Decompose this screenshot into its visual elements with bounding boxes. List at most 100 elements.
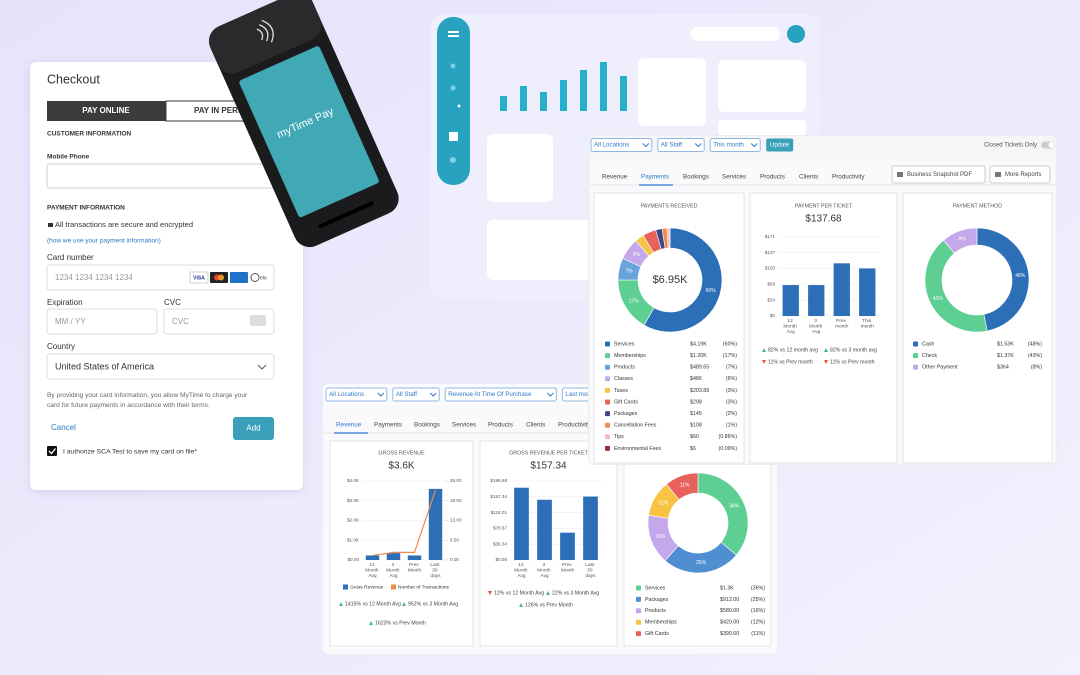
y-tick-label: $0.00 [496, 557, 508, 562]
y2-tick-label: 0.00 [450, 557, 459, 562]
button-label: Business Snapshot PDF [907, 172, 972, 178]
report-tab[interactable]: Revenue [602, 174, 628, 181]
x-tick-label: 3 Month Avg [809, 318, 824, 335]
checkbox[interactable] [47, 446, 57, 456]
slice-label: 36% [729, 503, 740, 509]
cancel-button[interactable]: Cancel [51, 423, 76, 432]
filter-select[interactable] [590, 138, 653, 152]
panel [623, 440, 772, 647]
report-tab[interactable]: Services [722, 174, 746, 181]
legend-percent: (48%) [1028, 341, 1042, 347]
report-tab[interactable]: Productivity [832, 174, 865, 181]
report-tab[interactable]: Clients [799, 174, 818, 181]
report-tab[interactable]: Clients [526, 422, 545, 429]
brand-label: elo [260, 275, 267, 281]
legend-value: $108 [690, 423, 702, 429]
legend-percent: (2%) [726, 411, 737, 417]
donut-slice [666, 472, 699, 501]
y-tick-label: $0.00 [348, 557, 360, 562]
legend-swatch [636, 619, 641, 625]
trend-up-icon [339, 602, 343, 606]
report-button[interactable] [989, 165, 1051, 184]
tab-label: PAY ONLINE [82, 106, 130, 115]
country-select[interactable] [46, 353, 275, 380]
legend-value: $486 [690, 376, 702, 382]
legend-label: Cancellation Fees [614, 423, 657, 429]
card-input[interactable] [46, 264, 275, 291]
legend-label: Gift Cards [645, 631, 669, 637]
comparison-note: 22% vs 3 Month Avg [552, 590, 599, 596]
legend-percent: (36%) [751, 585, 765, 591]
report-tab[interactable]: Services [452, 422, 476, 429]
filter-select[interactable] [325, 387, 388, 402]
legend-swatch [605, 376, 610, 382]
legend-label: Products [645, 608, 666, 614]
legend-label: Memberships [614, 353, 646, 359]
filter-select[interactable] [444, 387, 557, 402]
legend-value: $298 [690, 399, 702, 405]
tab-label: PAY IN PERSON [194, 106, 255, 115]
filter-select[interactable] [392, 387, 440, 402]
legend-label: Memberships [645, 620, 677, 626]
legend-swatch [343, 584, 348, 590]
legend-value: $489.65 [690, 365, 709, 371]
bar [514, 487, 529, 560]
report-tab[interactable]: Products [488, 422, 513, 429]
legend-percent: (0.86%) [718, 434, 737, 440]
y-tick-label: $2.0K [347, 518, 360, 523]
legend-swatch [636, 596, 641, 602]
comparison-note: 1415% vs 12 Month Avg [345, 601, 401, 607]
report-tab[interactable]: Bookings [683, 174, 709, 181]
chevron [750, 143, 758, 148]
x-tick-label: Last 30 days [430, 562, 441, 579]
report-tab[interactable]: Products [760, 174, 785, 181]
y-tick-label: $157.34 [490, 494, 507, 499]
filter-select[interactable] [709, 138, 761, 152]
section-heading: PAYMENT INFORMATION [47, 205, 125, 212]
legend-value: $1.53K [997, 341, 1014, 347]
legend-percent: (17%) [723, 353, 737, 359]
expiration-input[interactable] [46, 308, 158, 335]
mobile-input[interactable] [46, 163, 286, 189]
report-tab[interactable]: Productivity [558, 422, 591, 429]
donut-total: $6.95K [653, 274, 689, 286]
report-tab[interactable]: Payments [374, 422, 402, 429]
legend-swatch [913, 341, 918, 347]
chevron [429, 392, 437, 397]
authorize-label: I authorize SCA Test to save my card on … [63, 448, 197, 455]
legend-label: Number of Transactions [398, 584, 450, 590]
report-tab[interactable]: Payments [641, 174, 669, 181]
bar [560, 532, 575, 560]
filter-label: Revenue At Time Of Purchase [448, 391, 532, 398]
report-button[interactable] [891, 165, 986, 184]
legend-swatch [605, 422, 610, 428]
legend-swatch [636, 608, 641, 614]
update-button[interactable] [766, 138, 794, 152]
trend-up-icon [546, 591, 550, 595]
legend-label: Taxes [614, 388, 628, 394]
tab-pay-online[interactable] [47, 101, 166, 121]
update-label: Update [770, 143, 790, 149]
bar [859, 268, 876, 316]
report-tab[interactable]: Bookings [414, 422, 440, 429]
field-label: Expiration [47, 298, 83, 307]
trend-up-icon [824, 348, 828, 352]
filter-select[interactable] [657, 138, 705, 152]
x-tick-label: 3 Month Avg [537, 562, 552, 579]
legend-percent: (1%) [726, 423, 737, 429]
legend-percent: (6%) [726, 376, 737, 382]
legend-label: Environmental Fees [614, 446, 661, 452]
field-label: CVC [164, 298, 181, 307]
cvc-input[interactable] [163, 308, 275, 335]
info-link[interactable]: (how we use your payment information) [47, 238, 161, 245]
donut-slice [943, 227, 978, 254]
filter-label: All Staff [396, 391, 417, 398]
report-tab[interactable]: Revenue [336, 422, 362, 429]
add-button[interactable] [233, 417, 274, 440]
legend-value: $364 [997, 365, 1009, 371]
y-tick-label: $0 [770, 313, 776, 318]
panel-title: PAYMENT METHOD [953, 203, 1002, 209]
secure-note: All transactions are secure and encrypte… [55, 220, 193, 229]
x-tick-label: Prev Month [408, 562, 422, 574]
